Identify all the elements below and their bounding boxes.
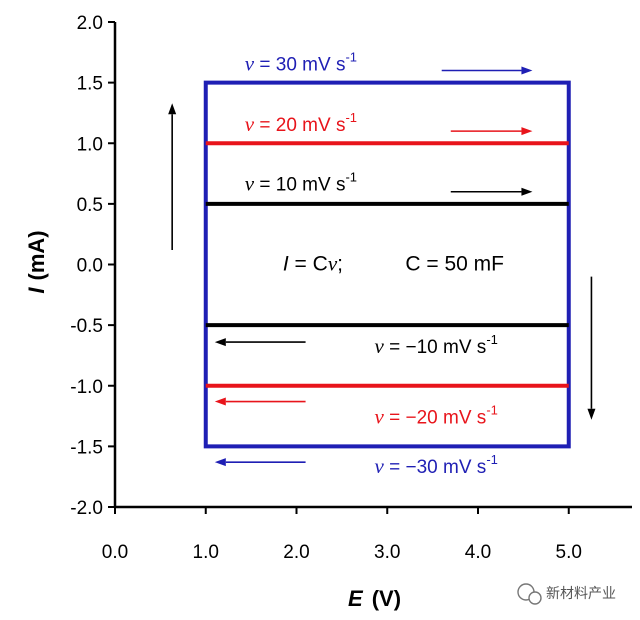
x-tick-label: 1.0 bbox=[193, 542, 219, 563]
y-axis-title: I(mA) bbox=[24, 230, 49, 293]
x-tick-label: 0.0 bbox=[102, 542, 128, 563]
y-tick-label: -0.5 bbox=[70, 316, 103, 337]
arrow-head bbox=[214, 397, 226, 406]
x-tick-label: 3.0 bbox=[374, 542, 400, 563]
y-tick-label: 0.5 bbox=[77, 195, 103, 216]
scan-rate-label: v = −10 mV s-1 bbox=[375, 332, 498, 358]
x-tick-label: 4.0 bbox=[465, 542, 491, 563]
direction-arrow bbox=[441, 66, 533, 75]
y-tick-label: 1.5 bbox=[77, 74, 103, 95]
wechat-icon bbox=[517, 583, 542, 605]
watermark-text: 新材料产业 bbox=[546, 586, 616, 602]
scan-rate-label: v = −30 mV s-1 bbox=[375, 452, 498, 478]
arrow-head bbox=[521, 187, 533, 196]
direction-arrow bbox=[587, 276, 596, 420]
y-tick-label: -1.0 bbox=[70, 377, 103, 398]
equation-right: C = 50 mF bbox=[405, 253, 504, 276]
scan-rate-label: v = 20 mV s-1 bbox=[245, 110, 357, 136]
y-tick-label: 0.0 bbox=[77, 256, 103, 277]
x-axis-title: E (V) bbox=[348, 586, 401, 611]
arrow-layer bbox=[168, 66, 596, 467]
direction-arrow bbox=[450, 127, 533, 136]
direction-arrow bbox=[214, 338, 306, 347]
axis-layer bbox=[113, 22, 632, 509]
y-tick-label: -2.0 bbox=[70, 498, 103, 519]
y-tick-label: 1.0 bbox=[77, 134, 103, 155]
y-tick-label: 2.0 bbox=[77, 13, 103, 34]
arrow-head bbox=[521, 66, 533, 75]
arrow-head bbox=[214, 338, 226, 347]
y-tick-label: -1.5 bbox=[70, 437, 103, 458]
direction-arrow bbox=[214, 458, 306, 467]
tick-layer: 2.0 1.5 1.0 0.5 0.0 -0.5 -1.0 -1.5 -2.0 0.0 1.0 2.0… bbox=[70, 13, 582, 563]
equation-left: I = Cv; bbox=[283, 252, 343, 276]
direction-arrow bbox=[214, 397, 306, 406]
arrow-head bbox=[168, 103, 177, 115]
arrow-head bbox=[521, 127, 533, 136]
direction-arrow bbox=[168, 103, 177, 250]
arrow-head bbox=[214, 458, 226, 467]
x-tick-label: 2.0 bbox=[283, 542, 309, 563]
scan-rate-label: v = −20 mV s-1 bbox=[375, 402, 498, 428]
watermark: 新材料产业 bbox=[517, 583, 616, 605]
series-layer bbox=[203, 80, 571, 449]
direction-arrow bbox=[450, 187, 533, 196]
x-tick-label: 5.0 bbox=[556, 542, 582, 563]
annotation-layer: v = 30 mV s-1 v = 20 mV s-1 v = 10 mV s-1 v… bbox=[245, 50, 498, 479]
arrow-head bbox=[587, 408, 596, 420]
scan-rate-label: v = 30 mV s-1 bbox=[245, 50, 357, 76]
series-30-mv-s-1 bbox=[203, 80, 571, 449]
scan-rate-label: v = 10 mV s-1 bbox=[245, 170, 357, 196]
